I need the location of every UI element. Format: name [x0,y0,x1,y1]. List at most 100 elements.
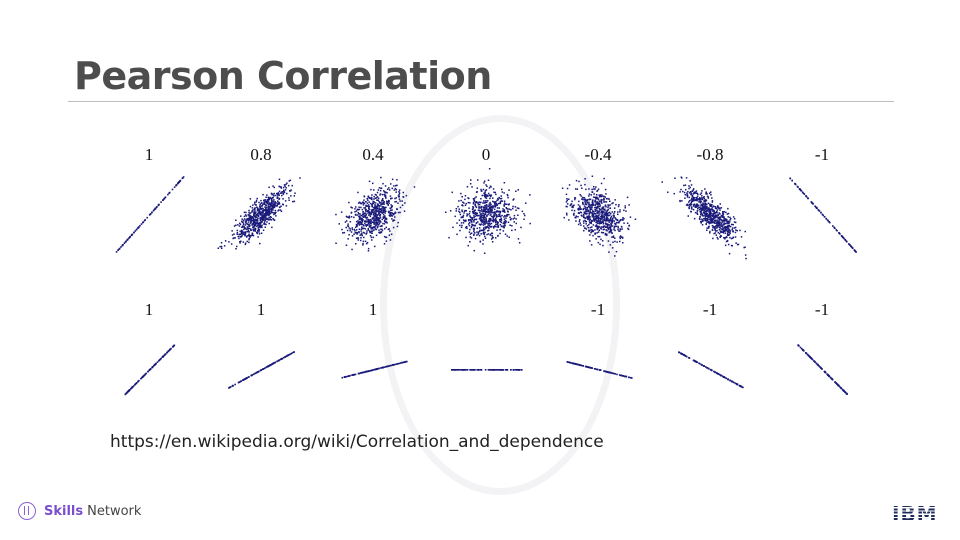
scatter-point [708,367,710,370]
scatter-point [586,211,588,213]
scatter-point [495,193,497,196]
scatter-point [716,229,718,232]
scatter-point [577,204,580,206]
scatter-point [369,235,372,237]
scatter-point [461,195,463,198]
scatter-point [591,202,594,204]
scatter-point [391,187,393,190]
scatter-point [142,221,145,223]
scatter-point [237,224,239,226]
scatter-point [346,375,349,378]
scatter-point [619,230,621,232]
scatter-point [480,188,482,191]
scatter-point [370,213,373,215]
scatter-point [148,214,151,216]
scatter-point [584,183,586,186]
scatter-point [496,369,499,371]
scatter-point [381,225,383,227]
source-link[interactable]: https://en.wikipedia.org/wiki/Correlatio… [110,432,604,452]
scatter-point [719,230,722,232]
scatter-point [716,220,718,222]
scatter-point [591,203,593,206]
scatter-point [602,195,604,197]
scatter-point [391,212,393,214]
coefficient-label: 1 [145,300,154,319]
scatter-point [725,229,727,231]
scatter-point [383,216,385,218]
scatter-point [469,202,471,204]
scatter-point [617,227,619,229]
scatter-point [236,231,239,234]
scatter-point [395,188,398,191]
scatter-point [372,200,374,203]
scatter-point [255,218,257,221]
scatter-point [145,372,147,375]
scatter-point [248,238,250,241]
scatter-point [253,212,255,214]
scatter-point [368,230,371,232]
scatter-point [384,209,386,211]
scatter-point [258,211,260,213]
scatter-point [462,201,464,203]
scatter-point [694,211,697,214]
scatter-point [840,235,843,237]
scatter-point [242,379,244,381]
scatter-point [276,192,278,195]
scatter-point [610,219,612,222]
scatter-point [357,211,359,214]
scatter-point [375,368,378,370]
scatter-point [293,195,296,197]
scatter-point [599,213,601,215]
scatter-point [457,369,459,371]
scatter-point [698,204,700,207]
scatter-point [688,207,690,210]
scatter-point [277,210,279,212]
scatter-point [460,192,462,195]
scatter-point [265,366,267,369]
scatter-point [345,220,348,222]
scatter-point [458,210,460,213]
scatter-point [684,194,687,196]
scatter-point [398,362,401,365]
scatter-point [574,198,576,201]
scatter-point [472,228,475,230]
scatter-point [255,222,257,224]
scatter-point [505,220,507,222]
scatter-point [817,209,820,211]
scatter-point [478,209,480,211]
scatter-point [692,196,694,198]
scatter-point [482,220,484,223]
scatter-point [701,198,703,200]
scatter-point [268,208,271,210]
scatter-point [729,236,731,239]
scatter-point [597,226,599,228]
scatter-point [478,223,481,225]
scatter-point [248,213,251,215]
scatter-point [854,250,857,253]
scatter-point [256,232,259,235]
scatter-point [379,193,382,195]
scatter-point [369,231,371,234]
scatter-point [701,213,704,215]
scatter-point [495,369,498,371]
scatter-point [805,195,807,197]
scatter-point [371,198,373,201]
scatter-point [618,374,621,376]
scatter-point [392,364,394,366]
scatter-point [730,218,732,220]
scatter-point [591,191,594,193]
scatter-point [375,225,377,227]
scatter-point [695,192,697,194]
scatter-point [820,211,822,214]
scatter-point [262,219,264,221]
scatter-point [171,188,174,191]
scatter-point [385,218,388,220]
scatter-point [377,199,380,202]
scatter-point [381,198,384,201]
scatter-point [602,215,604,217]
scatter-point [393,189,396,191]
scatter-point [370,211,372,214]
scatter-point [585,228,587,230]
scatter-point [704,204,707,207]
scatter-point [378,209,380,211]
